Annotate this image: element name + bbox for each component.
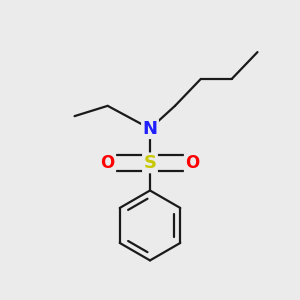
Text: N: N (142, 120, 158, 138)
Text: O: O (185, 154, 200, 172)
Text: O: O (100, 154, 115, 172)
Text: S: S (143, 154, 157, 172)
